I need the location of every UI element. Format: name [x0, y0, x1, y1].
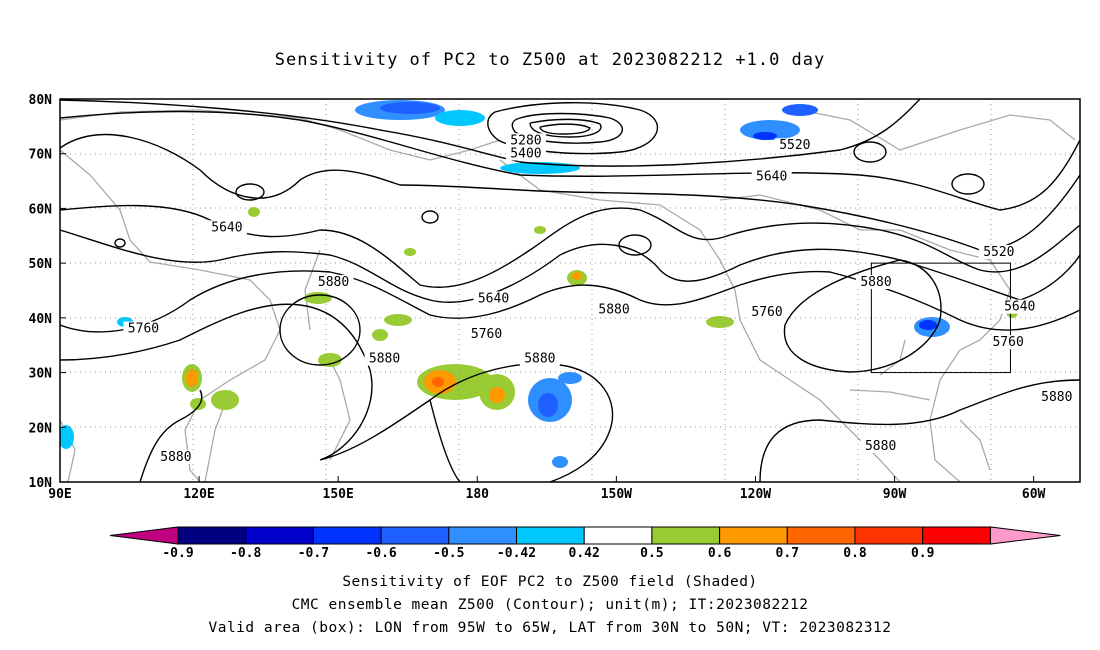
lon-tick-label: 120E: [183, 487, 214, 502]
contour-label-bg: [155, 450, 196, 465]
lon-tick-label: 120W: [740, 487, 771, 502]
colorbar-swatch: [448, 526, 517, 545]
contour-label-bg: [999, 299, 1040, 314]
colorbar-label: 0.9: [911, 546, 934, 561]
contour-label-bg: [313, 275, 354, 290]
contour-label-bg: [505, 146, 546, 161]
latitude-axis: 80N 70N 60N 50N 40N 30N 20N 10N: [29, 93, 66, 491]
contour-label: 5880: [318, 275, 349, 290]
contour-label-bg: [978, 244, 1019, 259]
contour-label-bg: [206, 220, 247, 235]
colorbar-swatch: [583, 526, 653, 545]
colorbar-label: 0.42: [569, 546, 600, 561]
sensitivity-shading: [60, 100, 1018, 468]
colorbar: -0.9 -0.8 -0.7 -0.6 -0.5 -0.42 0.42 0.5 0.6 0.7 0.…: [109, 526, 1061, 561]
contour-label: 5640: [211, 220, 242, 235]
colorbar-swatch: [177, 526, 247, 545]
z500-contours: [60, 99, 1080, 482]
colorbar-swatch: [719, 526, 788, 545]
colorbar-label: 0.8: [843, 546, 867, 561]
contour-label: 5880: [1041, 390, 1072, 405]
contour-label: 5520: [779, 138, 810, 153]
colorbar-low-extend: [109, 526, 179, 545]
colorbar-label: 0.7: [776, 546, 799, 561]
graticule: [60, 99, 1080, 482]
colorbar-swatch: [245, 526, 314, 545]
caption-line-2: CMC ensemble mean Z500 (Contour); unit(m…: [291, 597, 809, 613]
contour-label-bg: [860, 439, 901, 454]
colorbar-label: 0.5: [640, 546, 663, 561]
lon-tick-label: 150E: [323, 487, 354, 502]
contour-label-bg: [594, 302, 635, 317]
lat-tick-label: 20N: [29, 421, 53, 436]
contour-label-bg: [123, 321, 164, 336]
lat-tick-label: 40N: [29, 312, 53, 327]
colorbar-swatch: [854, 526, 924, 545]
colorbar-swatch: [922, 526, 991, 545]
colorbar-label: -0.42: [497, 546, 536, 561]
lon-tick-label: 180: [466, 487, 490, 502]
plot-frame: [59, 98, 1081, 483]
contour-label: 5880: [598, 302, 629, 317]
lat-tick-label: 50N: [29, 257, 53, 272]
contour-label-bg: [505, 133, 546, 148]
lat-tick-label: 70N: [29, 148, 53, 163]
contour-label: 5880: [160, 450, 191, 465]
lat-tick-label: 30N: [29, 367, 53, 382]
contour-label: 5880: [524, 352, 555, 367]
contour-label: 5640: [478, 291, 509, 306]
lon-tick-label: 150W: [601, 487, 632, 502]
contour-label-bg: [774, 138, 815, 153]
contour-label-bg: [364, 351, 405, 366]
contour-label: 5760: [128, 322, 159, 337]
colorbar-swatch: [516, 526, 585, 545]
colorbar-swatch: [312, 526, 382, 545]
contour-label: 5760: [751, 305, 782, 320]
contour-label: 5640: [1004, 300, 1035, 315]
lon-tick-label: 60W: [1022, 487, 1046, 502]
colorbar-label: -0.7: [298, 546, 329, 561]
colorbar-label: -0.8: [230, 546, 261, 561]
contour-label: 5880: [860, 275, 891, 290]
colorbar-label: -0.5: [433, 546, 464, 561]
contour-label-bg: [751, 169, 792, 184]
lon-tick-label: 90E: [48, 487, 71, 502]
colorbar-high-extend: [989, 526, 1061, 545]
map-title: Sensitivity of PC2 to Z500 at 2023082212…: [274, 50, 826, 70]
contour-label-bg: [473, 291, 514, 306]
caption-line-3: Valid area (box): LON from 95W to 65W, L…: [208, 620, 892, 636]
colorbar-swatch: [651, 526, 721, 545]
colorbar-swatch: [380, 526, 450, 545]
contour-label-bg: [466, 327, 507, 342]
lon-tick-label: 90W: [883, 487, 907, 502]
contour-label-bg: [988, 335, 1029, 350]
contour-label: 5400: [510, 146, 541, 161]
contour-label: 5520: [983, 245, 1014, 260]
contour-label-bg: [856, 275, 896, 290]
lat-tick-label: 80N: [29, 93, 53, 108]
caption-line-1: Sensitivity of EOF PC2 to Z500 field (Sh…: [342, 574, 758, 590]
colorbar-label: 0.6: [708, 546, 732, 561]
lat-tick-label: 60N: [29, 202, 53, 217]
colorbar-swatch: [786, 526, 856, 545]
contour-label: 5760: [471, 327, 502, 342]
longitude-axis: 90E 120E 150E 180 150W 120W 90W 60W: [48, 476, 1046, 502]
contour-label: 5640: [756, 169, 787, 184]
contour-label: 5760: [992, 335, 1023, 350]
contour-label-bg: [747, 305, 788, 320]
valid-area-box: [870, 262, 1011, 374]
contour-label: 5880: [865, 439, 896, 454]
colorbar-label: -0.9: [162, 546, 193, 561]
contour-label: 5880: [369, 352, 400, 367]
lat-tick-label: 10N: [29, 476, 53, 491]
contour-label-bg: [519, 351, 560, 366]
colorbar-label: -0.6: [365, 546, 396, 561]
contour-label: 5280: [510, 133, 541, 148]
contour-label-bg: [1036, 389, 1077, 404]
